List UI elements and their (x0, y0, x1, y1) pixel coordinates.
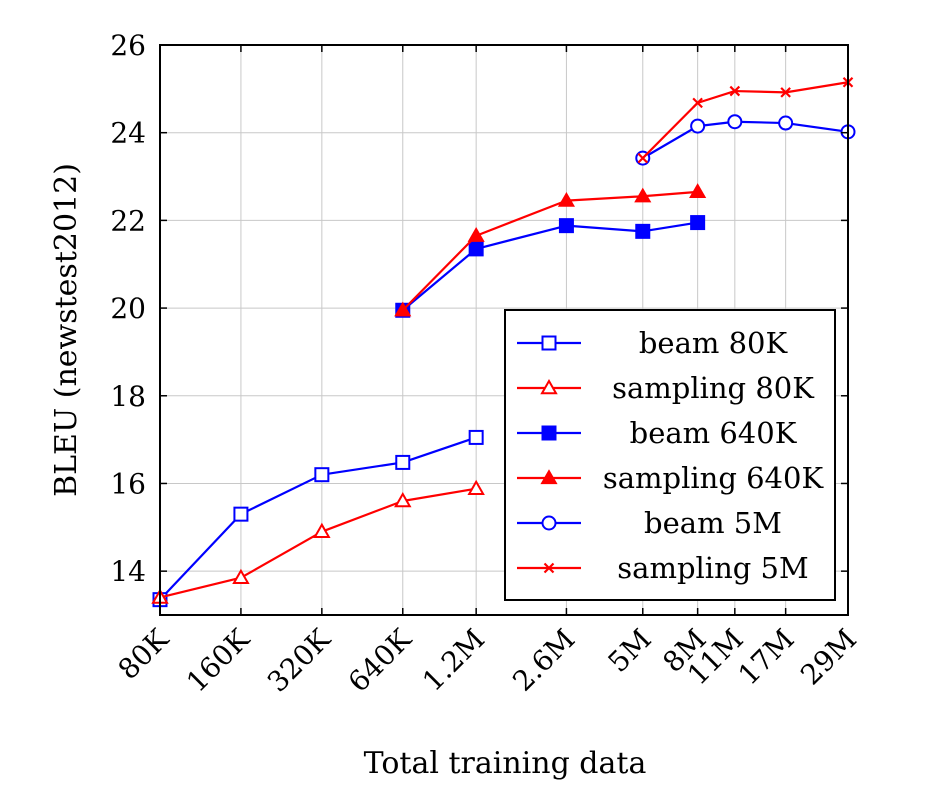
legend-label: beam 5M (644, 506, 782, 540)
series-beam-640k (396, 216, 705, 318)
x-tick-label: 2.6M (506, 623, 581, 698)
data-point (234, 571, 248, 583)
y-tick-label: 14 (110, 555, 146, 588)
data-point (469, 242, 483, 256)
data-point (559, 219, 573, 233)
legend-label: sampling 5M (617, 551, 808, 585)
y-tick-label: 20 (110, 292, 146, 325)
data-point (690, 184, 705, 197)
series-beam-5m (636, 115, 854, 164)
y-axis-label: BLEU (newstest2012) (49, 163, 84, 497)
data-point (779, 117, 792, 130)
legend-label: sampling 80K (612, 371, 815, 405)
series-line (403, 192, 698, 310)
data-point (691, 120, 704, 133)
data-point (470, 431, 483, 444)
series-sampling-5m (638, 78, 852, 163)
legend-label: beam 80K (639, 326, 789, 360)
series-sampling-640k (395, 184, 705, 316)
data-point (636, 224, 650, 238)
y-tick-label: 26 (110, 29, 146, 62)
data-point (396, 456, 409, 469)
x-tick-label: 17M (732, 623, 801, 692)
x-tick-label: 320K (261, 622, 338, 699)
series-sampling-80k (153, 482, 483, 603)
x-axis-label: Total training data (364, 746, 647, 781)
x-tick-label: 1.2M (416, 623, 491, 698)
data-point (728, 115, 741, 128)
legend-label: beam 640K (630, 416, 798, 450)
series-beam-80k (154, 431, 483, 606)
y-tick-label: 22 (110, 204, 146, 237)
series-line (160, 489, 476, 598)
legend: beam 80K sampling 80K beam 640K sampling 64… (505, 310, 835, 600)
legend-label: sampling 640K (603, 461, 825, 495)
x-tick-label: 640K (342, 622, 419, 699)
data-point (234, 508, 247, 521)
legend-marker (543, 517, 556, 530)
data-point (691, 216, 705, 230)
y-tick-label: 16 (110, 467, 146, 500)
y-tick-label: 24 (110, 117, 146, 150)
series-line (643, 82, 848, 158)
legend-marker (542, 426, 556, 440)
x-tick-label: 29M (794, 623, 863, 692)
x-tick-label: 80K (112, 622, 176, 686)
data-point (315, 468, 328, 481)
x-tick-label: 5M (602, 623, 658, 679)
x-tick-label: 160K (180, 622, 257, 699)
legend-marker (543, 337, 556, 350)
y-tick-label: 18 (110, 380, 146, 413)
series-line (160, 437, 476, 599)
